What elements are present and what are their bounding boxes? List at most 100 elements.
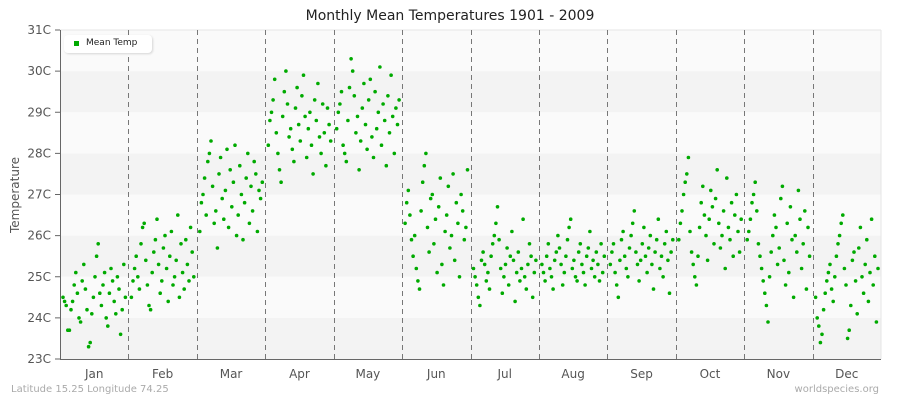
data-point — [699, 200, 703, 205]
data-point — [386, 94, 390, 98]
axes — [60, 30, 881, 360]
data-point — [654, 237, 659, 242]
legend[interactable]: Mean Temp — [64, 35, 152, 53]
data-point — [529, 254, 533, 258]
data-point — [599, 242, 603, 246]
data-point — [546, 242, 551, 246]
data-point — [861, 291, 866, 296]
data-point — [821, 307, 826, 312]
data-point — [462, 237, 467, 242]
data-point — [298, 139, 303, 143]
data-point — [129, 295, 134, 300]
data-point — [115, 275, 120, 279]
data-point — [613, 270, 617, 275]
data-point — [420, 180, 425, 184]
data-point — [803, 209, 807, 213]
data-point — [769, 250, 773, 254]
data-point — [435, 270, 439, 275]
data-point — [233, 143, 237, 147]
data-point — [497, 237, 501, 242]
data-point — [720, 233, 724, 238]
data-point — [697, 225, 702, 230]
data-point — [416, 279, 420, 283]
data-point — [247, 221, 252, 226]
data-point — [231, 180, 236, 184]
data-point — [751, 192, 756, 197]
data-point — [320, 102, 325, 106]
data-point — [82, 262, 86, 267]
y-tick-label: 30C — [27, 64, 51, 78]
data-point — [328, 139, 333, 143]
data-point — [616, 295, 621, 300]
data-point — [865, 237, 869, 242]
data-point — [863, 262, 867, 267]
data-point — [249, 184, 253, 189]
data-point — [618, 258, 622, 263]
data-point — [482, 262, 487, 267]
data-point — [99, 303, 104, 308]
data-point — [473, 275, 477, 279]
data-point — [611, 242, 616, 246]
x-tick-label: Sep — [630, 367, 653, 381]
data-point — [397, 98, 401, 102]
data-point — [171, 283, 175, 287]
data-point — [804, 287, 809, 291]
data-point — [486, 270, 490, 275]
data-point — [580, 262, 584, 267]
data-point — [96, 242, 100, 246]
data-point — [790, 237, 794, 242]
data-point — [325, 106, 330, 110]
data-point — [422, 163, 427, 168]
data-point — [147, 303, 151, 308]
data-point — [272, 77, 277, 82]
data-point — [187, 279, 191, 283]
data-point — [686, 155, 691, 160]
data-point — [268, 118, 272, 123]
data-point — [718, 246, 723, 250]
data-point — [314, 118, 319, 123]
data-point — [600, 270, 605, 275]
data-point — [596, 262, 600, 267]
data-point — [460, 209, 465, 213]
data-point — [464, 225, 468, 230]
data-point — [795, 250, 799, 254]
data-point — [767, 275, 772, 279]
data-point — [498, 266, 503, 271]
data-point — [562, 270, 567, 275]
y-tick-label: 23C — [27, 352, 51, 366]
data-point — [202, 176, 207, 180]
x-tick-label: Aug — [561, 367, 584, 381]
data-point — [783, 283, 788, 287]
data-point — [176, 213, 180, 217]
data-point — [661, 275, 665, 279]
data-point — [581, 270, 586, 275]
data-point — [449, 233, 454, 238]
x-tick-label: Apr — [289, 367, 310, 381]
source-link[interactable]: worldspecies.org — [794, 384, 879, 395]
data-point — [134, 254, 138, 258]
data-point — [505, 246, 509, 250]
data-point — [209, 139, 213, 143]
data-point — [109, 266, 113, 271]
data-point — [764, 303, 769, 308]
data-point — [223, 188, 228, 193]
y-tick-label: 28C — [27, 146, 51, 160]
data-point — [395, 122, 400, 127]
data-point — [666, 258, 670, 263]
data-point — [873, 254, 877, 258]
data-point — [62, 299, 67, 304]
data-point — [490, 242, 495, 246]
data-point — [638, 258, 643, 263]
data-point — [689, 250, 694, 254]
data-point — [312, 98, 317, 102]
data-point — [384, 163, 389, 168]
data-point — [844, 283, 848, 287]
data-point — [417, 287, 422, 291]
data-point — [506, 283, 511, 287]
data-point — [404, 200, 409, 205]
data-point — [77, 316, 81, 320]
data-point — [508, 254, 513, 258]
data-point — [662, 242, 667, 246]
data-point — [387, 131, 392, 135]
data-point — [279, 180, 283, 184]
